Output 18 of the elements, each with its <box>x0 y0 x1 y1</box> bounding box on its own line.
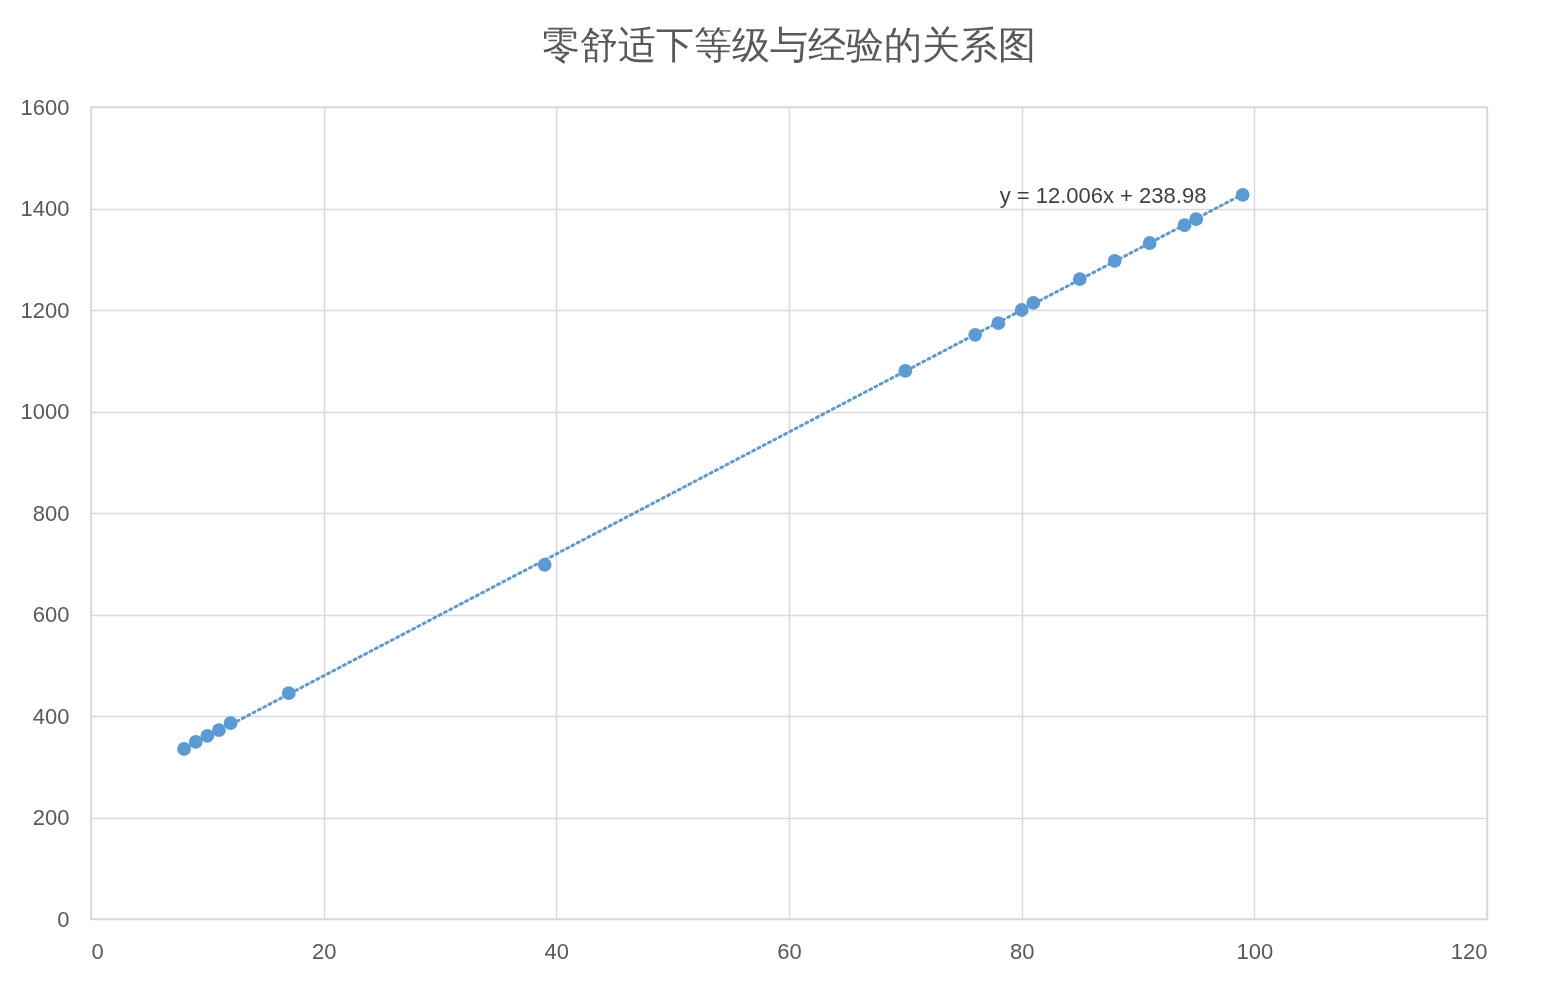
y-tick-label: 600 <box>32 602 70 627</box>
x-tick-label: 40 <box>544 938 570 964</box>
annotation: y = 12.006x + 238.98 <box>999 183 1207 208</box>
x-tick-label: 20 <box>311 938 337 964</box>
y-tick-label: 400 <box>32 703 70 729</box>
x-tick-label: 0 <box>91 938 104 964</box>
x-tick-label: 100 <box>1236 938 1274 964</box>
y-tick-label: 0 <box>57 906 70 932</box>
y-tick-label: 1200 <box>20 297 70 323</box>
y-tick-label: 200 <box>32 805 70 830</box>
y-tick-label: 800 <box>32 500 70 526</box>
x-tick-label: 120 <box>1450 938 1488 964</box>
y-tick-label: 1400 <box>20 196 70 221</box>
x-tick-label: 80 <box>1009 938 1035 964</box>
y-tick-label: 1000 <box>20 399 70 424</box>
y-tick-label: 1600 <box>20 94 70 120</box>
chart-title: 零舒适下等级与经验的关系图 <box>542 24 1036 66</box>
x-tick-label: 60 <box>777 938 802 964</box>
